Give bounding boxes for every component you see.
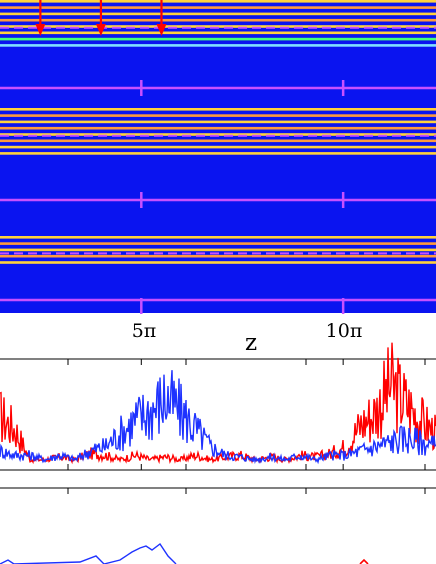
heatmap-band-stripe	[0, 12, 436, 16]
heatmap-panel	[0, 0, 436, 314]
heatmap-band-stripe	[0, 37, 436, 41]
x-tick-label-10pi: 10π	[326, 320, 363, 342]
x-axis-label: z	[245, 330, 257, 356]
heatmap-band-stripe	[0, 31, 436, 35]
heatmap-band-stripe	[0, 145, 436, 149]
heatmap-band-stripe	[0, 114, 436, 117]
heatmap-band-stripe	[0, 139, 436, 143]
heatmap-band-stripe	[0, 152, 436, 155]
heatmap-band-stripe	[0, 25, 436, 28]
lower-line-panel	[0, 487, 436, 564]
panel3-series-line	[359, 558, 369, 564]
heatmap-band-stripe	[0, 44, 436, 47]
heatmap-band-stripe	[0, 6, 436, 9]
heatmap-band-stripe	[0, 126, 436, 130]
heatmap-band-stripe	[0, 254, 436, 258]
heatmap-band-stripe	[0, 0, 436, 3]
heatmap-band-stripe	[0, 133, 436, 136]
arrow-head	[35, 24, 46, 36]
heatmap-band-stripe	[0, 248, 436, 252]
heatmap-band-stripe	[0, 120, 436, 124]
heatmap-band-stripe	[0, 242, 436, 245]
heatmap-band-stripe	[0, 18, 436, 22]
heatmap-band-stripe	[0, 108, 436, 111]
heatmap-band-stripe	[0, 236, 436, 239]
heatmap-background	[0, 0, 436, 313]
arrow-head	[156, 24, 167, 36]
panel2-series-line	[0, 342, 436, 465]
panel2-series-line	[0, 370, 436, 465]
arrow-head	[95, 24, 106, 36]
panel3-series-line	[0, 542, 177, 564]
heatmap-band-stripe	[0, 261, 436, 264]
intensity-line-panel	[0, 342, 436, 470]
x-tick-label-5pi: 5π	[132, 320, 157, 342]
